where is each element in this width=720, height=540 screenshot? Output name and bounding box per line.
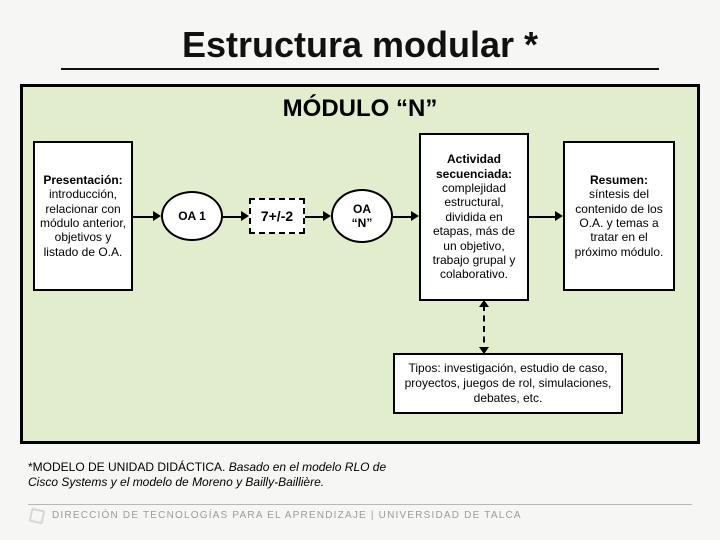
node-spread: 7+/-2 bbox=[249, 198, 305, 234]
diagram-row: Presentación: introducción, relacionar c… bbox=[33, 131, 687, 305]
node-bold: Presentación: bbox=[43, 173, 122, 187]
module-header: MÓDULO “N” bbox=[33, 95, 687, 123]
node-presentacion: Presentación: introducción, relacionar c… bbox=[33, 141, 133, 291]
node-tipos: Tipos: investigación, estudio de caso, p… bbox=[393, 353, 623, 414]
arrowhead-icon bbox=[323, 211, 331, 221]
node-text: OA 1 bbox=[178, 209, 206, 223]
node-text: síntesis del contenido de los O.A. y tem… bbox=[575, 187, 664, 259]
footer-logo-icon bbox=[28, 507, 46, 525]
arrowhead-icon bbox=[411, 211, 419, 221]
footnote-prefix: *MODELO DE UNIDAD DIDÁCTICA. bbox=[28, 460, 229, 474]
node-bold: Resumen: bbox=[590, 173, 648, 187]
node-bold: Actividad secuenciada: bbox=[436, 152, 512, 180]
node-text: “N” bbox=[352, 216, 373, 230]
slide-title: Estructura modular * bbox=[61, 24, 659, 70]
arrowhead-icon bbox=[241, 211, 249, 221]
module-box: MÓDULO “N” Presentación: introducción, r… bbox=[20, 84, 700, 444]
node-oan: OA “N” bbox=[331, 189, 393, 243]
node-oa1: OA 1 bbox=[161, 191, 223, 241]
footer-bar: DIRECCIÓN DE TECNOLOGÍAS PARA EL APRENDI… bbox=[28, 504, 692, 526]
arrowhead-icon bbox=[555, 211, 563, 221]
node-text: introducción, relacionar con módulo ante… bbox=[40, 187, 126, 259]
node-text: complejidad estructural, dividida en eta… bbox=[433, 181, 516, 281]
node-actividad: Actividad secuenciada: complejidad estru… bbox=[419, 133, 529, 301]
slide: Estructura modular * MÓDULO “N” Presenta… bbox=[0, 0, 720, 540]
node-text: OA bbox=[352, 202, 373, 216]
vertical-connector bbox=[483, 305, 485, 353]
node-resumen: Resumen: síntesis del contenido de los O… bbox=[563, 141, 675, 291]
footnote: *MODELO DE UNIDAD DIDÁCTICA. Basado en e… bbox=[28, 460, 398, 490]
footer-text: DIRECCIÓN DE TECNOLOGÍAS PARA EL APRENDI… bbox=[52, 510, 522, 521]
node-text: 7+/-2 bbox=[261, 208, 293, 225]
arrowhead-icon bbox=[153, 211, 161, 221]
